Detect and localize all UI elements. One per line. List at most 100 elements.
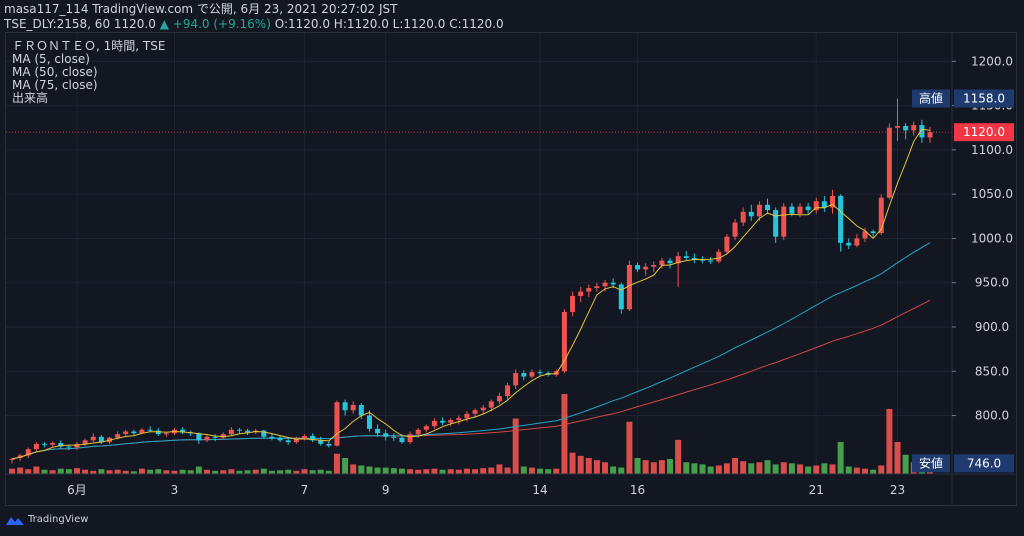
- volume-bar: [553, 468, 560, 474]
- volume-bar: [407, 469, 414, 474]
- volume-bar: [805, 466, 812, 474]
- candle-body: [911, 125, 917, 131]
- candle-body: [350, 404, 356, 411]
- candle-body: [651, 265, 657, 267]
- y-tick-label: 1000.0: [971, 231, 1013, 245]
- legend-ma75[interactable]: MA (75, close): [12, 78, 98, 92]
- volume-bar: [431, 468, 438, 474]
- volume-bar: [878, 465, 885, 474]
- high-price-badge: 1158.0: [963, 92, 1005, 106]
- volume-bar: [602, 462, 609, 474]
- volume-bar: [41, 469, 48, 474]
- volume-bar: [342, 458, 349, 474]
- chart-frame[interactable]: 1200.01150.01100.01050.01000.0950.0900.0…: [5, 32, 1017, 506]
- volume-bar: [122, 470, 129, 474]
- candle-body: [415, 429, 421, 435]
- volume-bar: [707, 466, 714, 474]
- candle-body: [724, 236, 730, 252]
- candle-body: [391, 436, 397, 438]
- volume-bar: [179, 469, 186, 474]
- candle-body: [147, 429, 153, 431]
- candle-body: [464, 413, 470, 419]
- low-label: 安値: [919, 455, 943, 470]
- candle-body: [797, 206, 803, 214]
- volume-bar: [642, 460, 649, 474]
- candlestick-chart[interactable]: 1200.01150.01100.01050.01000.0950.0900.0…: [6, 33, 1016, 505]
- legend-ma5[interactable]: MA (5, close): [12, 52, 90, 66]
- volume-bar: [699, 464, 706, 474]
- volume-bar: [504, 467, 511, 474]
- candle-body: [919, 125, 925, 138]
- candle-body: [301, 435, 307, 439]
- volume-bar: [870, 469, 877, 474]
- y-tick-label: 1050.0: [971, 187, 1013, 201]
- x-tick-label: 16: [630, 483, 645, 497]
- volume-bar: [902, 454, 909, 474]
- low-price-badge: 746.0: [967, 456, 1001, 470]
- volume-bar: [268, 470, 275, 474]
- candle-body: [318, 440, 324, 444]
- candle-body: [375, 428, 381, 434]
- volume-bar: [537, 468, 544, 474]
- volume-bar: [293, 470, 300, 474]
- x-tick-label: 3: [171, 483, 179, 497]
- volume-bar: [650, 462, 657, 474]
- volume-bar: [715, 465, 722, 474]
- candle-body: [41, 443, 47, 445]
- y-tick-label: 850.0: [975, 364, 1009, 378]
- candle-body: [895, 125, 901, 128]
- x-tick-label: 7: [301, 483, 309, 497]
- candle-body: [261, 430, 267, 437]
- x-tick-label: 21: [809, 483, 824, 497]
- volume-bar: [545, 469, 552, 474]
- candle-body: [448, 419, 454, 423]
- candle-body: [529, 372, 535, 377]
- candle-body: [407, 434, 413, 443]
- volume-bar: [797, 464, 804, 474]
- volume-bar: [488, 467, 495, 474]
- volume-bar: [886, 408, 893, 474]
- candle-body: [748, 211, 754, 217]
- candle-body: [58, 443, 64, 447]
- volume-bar: [756, 462, 763, 474]
- low-label-bg: [912, 454, 950, 473]
- volume-bar: [138, 468, 145, 474]
- volume-bar: [260, 468, 267, 474]
- candle-body: [496, 396, 502, 402]
- volume-bar: [496, 464, 503, 474]
- footer: TradingView: [6, 514, 88, 525]
- legend-volume[interactable]: 出来高: [12, 91, 49, 105]
- volume-bar: [732, 458, 739, 474]
- volume-bar: [618, 467, 625, 474]
- volume-bar: [862, 468, 869, 474]
- volume-bar: [829, 464, 836, 474]
- candle-body: [74, 443, 80, 448]
- legend-ma50[interactable]: MA (50, close): [12, 65, 98, 79]
- volume-bar: [236, 470, 243, 474]
- volume-bar: [358, 465, 365, 474]
- candle-body: [245, 430, 251, 433]
- candle-body: [342, 402, 348, 411]
- candle-body: [98, 436, 104, 443]
- volume-bar: [171, 470, 178, 474]
- candle-body: [115, 434, 121, 438]
- candle-body: [131, 431, 137, 434]
- candle-body: [805, 206, 811, 211]
- candle-body: [123, 431, 129, 435]
- candle-body: [789, 206, 795, 214]
- candle-body: [667, 260, 673, 264]
- indicator-legend: ＦＲＯＮＴＥＯ, 1時間, TSE MA (5, close) MA (50, …: [12, 40, 165, 105]
- candle-body: [878, 197, 884, 234]
- volume-bar: [65, 469, 72, 474]
- volume-bar: [585, 458, 592, 474]
- candle-body: [310, 435, 316, 441]
- volume-bar: [813, 465, 820, 474]
- high-label-bg: [912, 89, 950, 108]
- volume-bar: [147, 469, 154, 474]
- candle-body: [513, 373, 519, 386]
- legend-title: ＦＲＯＮＴＥＯ, 1時間, TSE: [12, 39, 166, 53]
- publish-info: masa117_114 TradingView.com で公開, 6月 23, …: [4, 2, 398, 16]
- candle-body: [505, 385, 511, 397]
- volume-bar: [447, 469, 454, 474]
- candle-body: [180, 429, 186, 433]
